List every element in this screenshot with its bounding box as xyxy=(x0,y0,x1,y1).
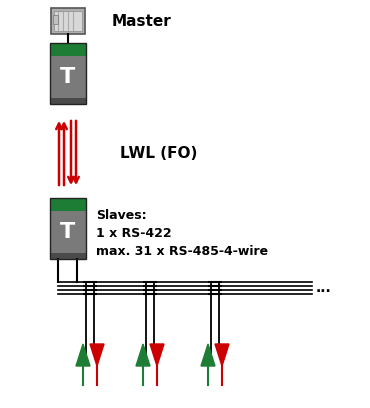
Bar xyxy=(50,253,86,259)
Text: Master: Master xyxy=(112,13,172,29)
Bar xyxy=(51,8,85,34)
Bar xyxy=(50,211,86,253)
Bar xyxy=(50,43,86,104)
Bar xyxy=(50,56,86,98)
Bar xyxy=(50,98,86,104)
Bar xyxy=(50,198,86,259)
Polygon shape xyxy=(76,344,90,366)
Polygon shape xyxy=(150,344,164,366)
Text: LWL (FO): LWL (FO) xyxy=(120,146,197,160)
Bar xyxy=(50,198,86,211)
Bar xyxy=(50,43,86,56)
Text: Slaves:
1 x RS-422
max. 31 x RS-485-4-wire: Slaves: 1 x RS-422 max. 31 x RS-485-4-wi… xyxy=(96,209,268,258)
Text: T: T xyxy=(60,222,75,242)
Polygon shape xyxy=(136,344,150,366)
Polygon shape xyxy=(215,344,229,366)
Text: ...: ... xyxy=(316,281,332,295)
Polygon shape xyxy=(90,344,104,366)
Bar xyxy=(53,15,58,24)
Text: T: T xyxy=(60,67,75,87)
Polygon shape xyxy=(201,344,215,366)
Bar xyxy=(54,11,82,31)
